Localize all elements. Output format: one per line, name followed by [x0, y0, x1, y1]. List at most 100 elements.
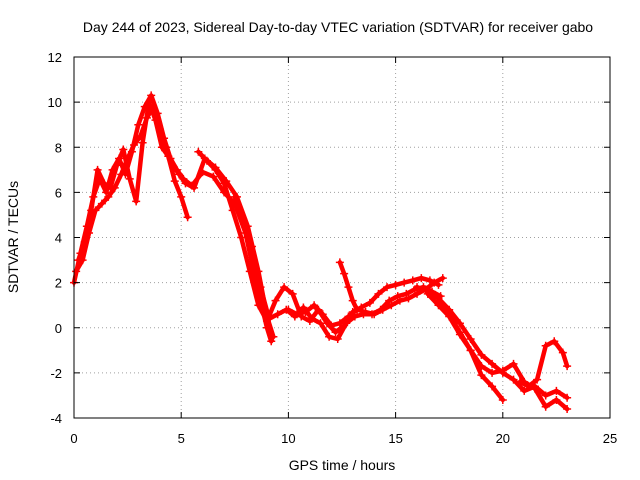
data-point-marker — [280, 283, 289, 292]
data-point-marker — [466, 335, 475, 344]
data-point-marker — [533, 375, 542, 384]
data-point-marker — [455, 319, 464, 328]
data-point-marker — [202, 156, 211, 165]
y-tick-label: 6 — [55, 185, 62, 200]
data-point-marker — [563, 404, 572, 413]
data-point-marker — [541, 402, 550, 411]
data-point-marker — [404, 294, 413, 303]
data-point-marker — [256, 283, 265, 292]
data-point-marker — [331, 328, 340, 337]
chart-title: Day 244 of 2023, Sidereal Day-to-day VTE… — [83, 19, 593, 35]
data-point-marker — [466, 346, 475, 355]
data-point-marker — [273, 310, 282, 319]
data-point-marker — [254, 301, 263, 310]
data-point-marker — [318, 310, 327, 319]
data-point-marker — [209, 172, 218, 181]
data-point-marker — [524, 382, 533, 391]
data-point-marker — [455, 328, 464, 337]
data-point-marker — [316, 319, 325, 328]
data-point-marker — [335, 258, 344, 267]
data-point-marker — [393, 292, 402, 301]
data-point-marker — [348, 296, 357, 305]
x-tick-label: 0 — [70, 431, 77, 446]
data-point-marker — [132, 197, 141, 206]
data-point-marker — [340, 269, 349, 278]
data-point-marker — [271, 296, 280, 305]
axis-ticks — [73, 56, 611, 419]
data-point-marker — [97, 199, 106, 208]
data-point-marker — [563, 393, 572, 402]
data-point-marker — [134, 120, 143, 129]
data-point-marker — [344, 312, 353, 321]
series-line — [76, 99, 190, 263]
data-point-marker — [183, 213, 192, 222]
y-tick-label: 2 — [55, 276, 62, 291]
data-point-marker — [374, 289, 383, 298]
data-point-marker — [245, 267, 254, 276]
data-point-marker — [423, 289, 432, 298]
data-point-marker — [112, 161, 121, 170]
y-tick-label: 4 — [55, 231, 62, 246]
y-axis-title: SDTVAR / TECUs — [5, 181, 21, 293]
data-point-marker — [387, 301, 396, 310]
data-point-marker — [175, 170, 184, 179]
series-prn-track-10 — [434, 296, 507, 404]
series-line — [517, 339, 570, 389]
data-point-marker — [299, 303, 308, 312]
data-point-marker — [307, 314, 316, 323]
data-point-marker — [509, 359, 518, 368]
data-point-marker — [292, 310, 301, 319]
data-point-marker — [353, 305, 362, 314]
data-point-marker — [74, 256, 83, 265]
data-point-marker — [147, 91, 156, 100]
data-point-marker — [378, 305, 387, 314]
data-point-marker — [157, 143, 166, 152]
data-point-marker — [333, 335, 342, 344]
data-point-marker — [247, 242, 256, 251]
data-point-marker — [106, 183, 115, 192]
x-axis-title: GPS time / hours — [289, 457, 396, 473]
data-series-group — [70, 91, 572, 413]
data-point-marker — [239, 215, 248, 224]
data-point-marker — [541, 341, 550, 350]
data-point-marker — [230, 192, 239, 201]
data-point-marker — [477, 350, 486, 359]
data-point-marker — [488, 382, 497, 391]
data-point-marker — [383, 283, 392, 292]
data-point-marker — [130, 140, 139, 149]
data-point-marker — [220, 179, 229, 188]
data-point-marker — [301, 307, 310, 316]
data-point-marker — [488, 359, 497, 368]
data-point-marker — [438, 274, 447, 283]
y-tick-label: 10 — [48, 95, 62, 110]
data-point-marker — [552, 386, 561, 395]
data-point-marker — [284, 305, 293, 314]
series-prn-track-5 — [230, 192, 445, 344]
data-point-marker — [445, 310, 454, 319]
x-tick-label: 15 — [388, 431, 402, 446]
data-point-marker — [425, 276, 434, 285]
data-point-marker — [361, 307, 370, 316]
data-point-marker — [395, 296, 404, 305]
data-point-marker — [563, 362, 572, 371]
data-point-marker — [325, 332, 334, 341]
series-prn-track-2 — [72, 102, 278, 341]
data-point-marker — [190, 183, 199, 192]
data-point-marker — [181, 179, 190, 188]
data-point-marker — [327, 321, 336, 330]
data-point-marker — [541, 391, 550, 400]
data-point-marker — [520, 386, 529, 395]
data-point-marker — [100, 179, 109, 188]
data-point-marker — [170, 177, 179, 186]
data-point-marker — [530, 384, 539, 393]
data-point-marker — [400, 278, 409, 287]
series-prn-track-7 — [335, 258, 362, 314]
y-tick-label: 12 — [48, 50, 62, 65]
data-point-marker — [385, 296, 394, 305]
data-point-marker — [87, 206, 96, 215]
x-tick-label: 10 — [281, 431, 295, 446]
data-point-marker — [269, 332, 278, 341]
x-tick-label: 25 — [603, 431, 617, 446]
data-point-marker — [177, 192, 186, 201]
